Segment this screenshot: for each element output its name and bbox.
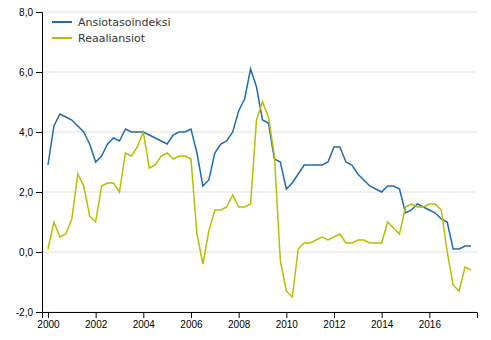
tick-label: -2,0: [16, 307, 34, 318]
grid: [42, 12, 477, 312]
legend-label: Reaaliansiot: [78, 32, 146, 45]
lines: [48, 69, 471, 297]
tick-label: 2008: [228, 319, 251, 330]
x-tick: 2012: [323, 312, 346, 330]
tick-mark: [36, 12, 42, 13]
x-tick: 2014: [371, 312, 394, 330]
plot: -2,00,02,04,06,08,0200020022004200620082…: [16, 7, 478, 330]
axis-line: [36, 13, 43, 313]
y-axis: -2,0 0,0 2,0 4,0 6,0 8,0: [16, 7, 43, 318]
legend-item: Ansiotasoindeksi: [52, 16, 170, 29]
tick-mark: [36, 192, 42, 193]
grid-line: [42, 252, 477, 253]
tick-mark: [382, 312, 383, 318]
tick-mark: [429, 312, 430, 318]
tick-label: 6,0: [19, 67, 33, 78]
x-axis: 2000 2002 2004 2006 2008 2010 2012 2014 2016: [37, 312, 477, 330]
y-tick: 8,0: [19, 7, 42, 18]
tick-mark: [96, 312, 97, 318]
tick-label: 2014: [371, 319, 394, 330]
tick-label: 2010: [276, 319, 299, 330]
tick-mark: [48, 312, 49, 318]
tick-mark: [191, 312, 192, 318]
tick-mark: [36, 252, 42, 253]
tick-label: 2000: [37, 319, 60, 330]
x-tick: 2016: [419, 312, 442, 330]
y-tick: 6,0: [19, 67, 42, 78]
x-tick: 2002: [85, 312, 108, 330]
legend-label: Ansiotasoindeksi: [78, 16, 170, 29]
series-line: [48, 102, 471, 297]
grid-line: [42, 192, 477, 193]
tick-label: 2012: [323, 319, 346, 330]
legend-swatch: [52, 21, 72, 23]
x-tick: 2006: [180, 312, 203, 330]
tick-mark: [36, 132, 42, 133]
axis-line: [43, 313, 478, 319]
legend: Ansiotasoindeksi Reaaliansiot: [52, 16, 170, 45]
x-tick: 2004: [133, 312, 156, 330]
tick-label: 2016: [419, 319, 442, 330]
tick-label: 4,0: [19, 127, 33, 138]
series-line: [48, 69, 471, 249]
y-tick: 2,0: [19, 187, 42, 198]
tick-label: 8,0: [19, 7, 33, 18]
tick-mark: [239, 312, 240, 318]
legend-swatch: [52, 37, 72, 39]
grid-line: [42, 12, 477, 13]
y-tick: -2,0: [16, 307, 42, 318]
x-tick: 2010: [276, 312, 299, 330]
tick-label: 0,0: [19, 247, 33, 258]
tick-label: 2006: [180, 319, 203, 330]
tick-mark: [36, 312, 42, 313]
tick-mark: [143, 312, 144, 318]
tick-label: 2002: [85, 319, 108, 330]
y-tick: 4,0: [19, 127, 42, 138]
tick-mark: [286, 312, 287, 318]
x-tick: 2008: [228, 312, 251, 330]
grid-line: [42, 72, 477, 73]
tick-label: 2004: [133, 319, 156, 330]
legend-item: Reaaliansiot: [52, 32, 146, 45]
grid-line: [42, 132, 477, 133]
chart: -2,00,02,04,06,08,0200020022004200620082…: [0, 0, 491, 340]
x-tick: 2000: [37, 312, 60, 330]
tick-mark: [334, 312, 335, 318]
tick-mark: [36, 72, 42, 73]
y-tick: 0,0: [19, 247, 42, 258]
tick-label: 2,0: [19, 187, 33, 198]
